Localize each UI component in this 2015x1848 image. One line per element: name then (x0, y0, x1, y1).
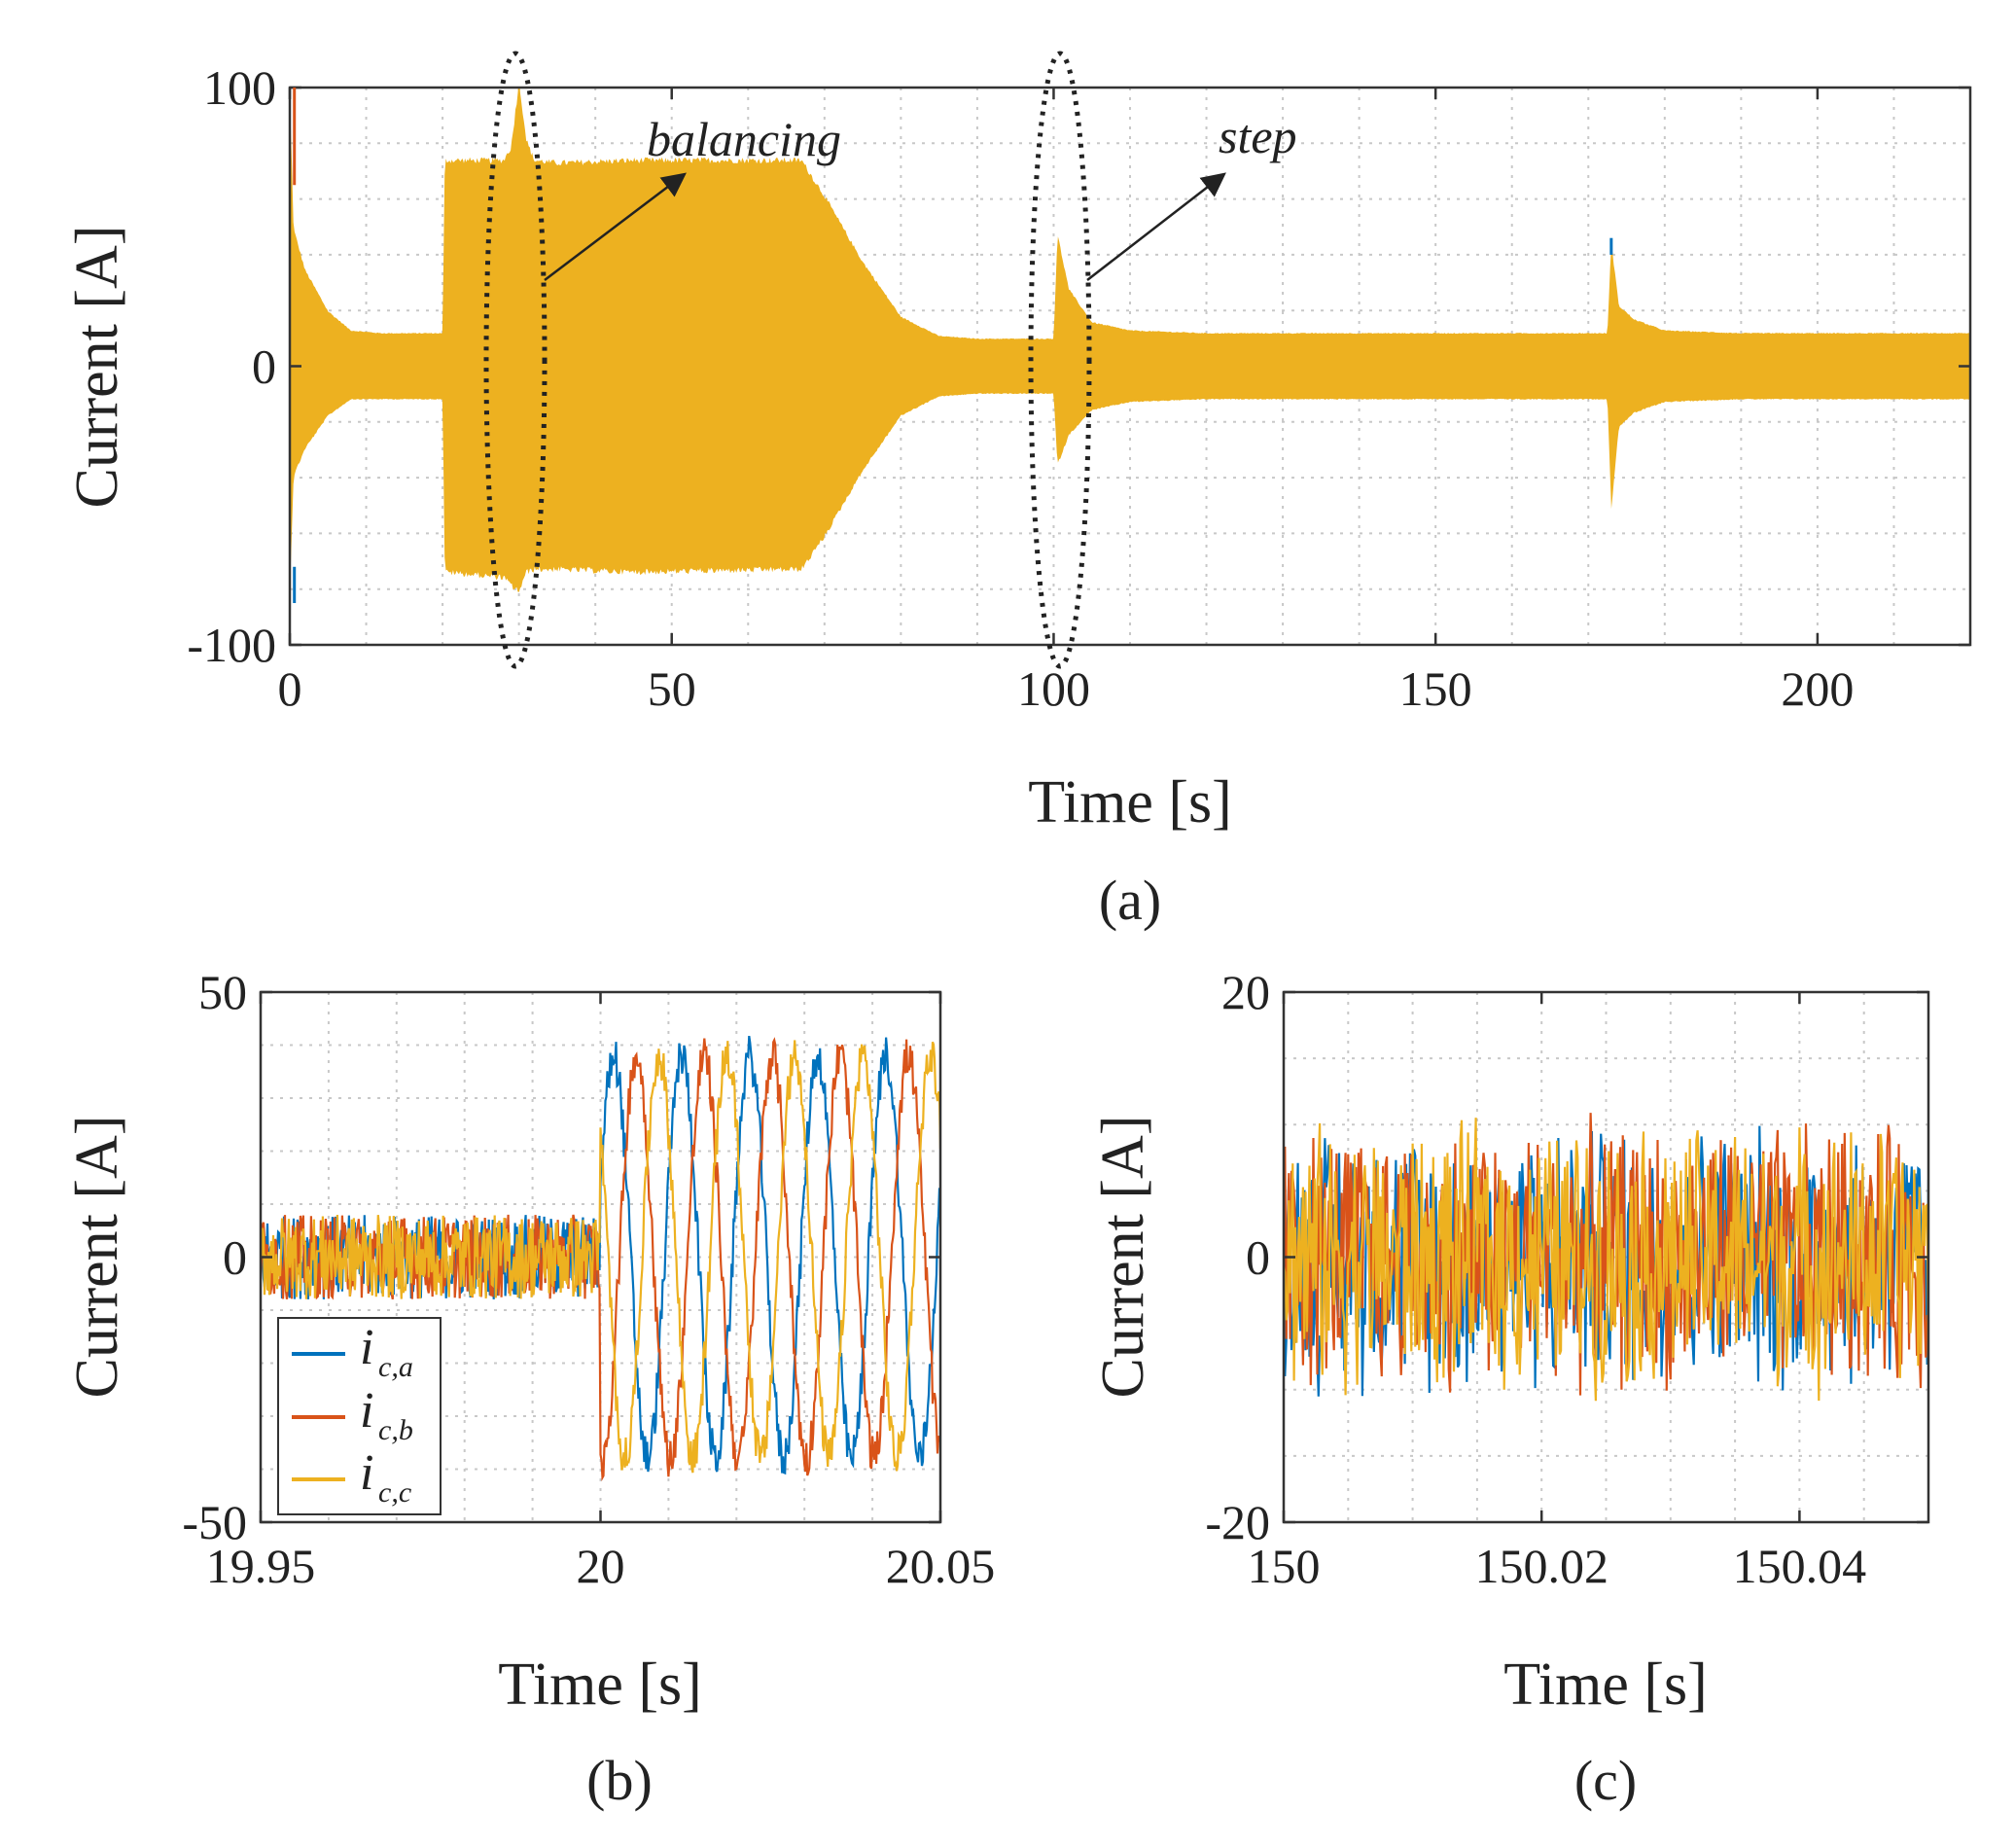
series-i-c-c-line (261, 1040, 940, 1474)
panel-a-envelope (290, 88, 1970, 592)
panel-a-xtick: 100 (1017, 661, 1090, 716)
legend: i c,a i c,b i c,c (277, 1317, 442, 1515)
series-i-c-c-line (1284, 1118, 1928, 1402)
panel-b-xtick: 20.05 (886, 1539, 996, 1593)
panel-a-xtick: 0 (278, 661, 302, 716)
legend-label-a-main: i (360, 1320, 373, 1375)
balancing-ellipse (483, 51, 548, 669)
panel-c-xtick: 150.02 (1474, 1539, 1608, 1593)
panel-b: 19.95 20 20.05 -50 0 50 Time [s] Current… (64, 965, 995, 1812)
panel-a-ticks (288, 86, 1970, 647)
panel-a-xtick: 50 (648, 661, 696, 716)
panel-a-ytick: 0 (252, 339, 276, 394)
legend-label-c-main: i (360, 1445, 373, 1501)
balancing-label: balancing (647, 112, 841, 166)
panel-b-ytick: 50 (198, 965, 247, 1019)
panel-c-ytick: 20 (1221, 965, 1270, 1019)
panel-a-xlabel: Time [s] (1028, 769, 1232, 835)
panel-b-ticks (259, 990, 942, 1524)
panel-b-xlabel: Time [s] (498, 1652, 702, 1718)
panel-c-xtick: 150 (1248, 1539, 1321, 1593)
panel-a-ytick: -100 (187, 618, 276, 672)
panel-c-ytick: 0 (1246, 1230, 1270, 1285)
panel-b-ylabel: Current [A] (64, 1116, 130, 1399)
series-i-c-b-line (261, 1037, 940, 1481)
panel-a-ytick: 100 (203, 60, 276, 115)
panel-a-caption: (a) (1099, 869, 1161, 932)
panel-a-ylabel: Current [A] (64, 226, 130, 509)
panel-a: 0 50 100 150 200 -100 0 100 Time [s] Cur… (64, 51, 1972, 932)
panel-c-ticks (1282, 990, 1928, 1524)
legend-label-b-sub: c,b (378, 1414, 413, 1446)
panel-b-ytick: 0 (223, 1230, 247, 1285)
panel-b-caption: (b) (586, 1749, 653, 1812)
panel-b-ytick: -50 (182, 1495, 247, 1549)
step-label: step (1219, 109, 1297, 163)
panel-c-caption: (c) (1574, 1749, 1637, 1812)
legend-label-c-sub: c,c (378, 1476, 411, 1509)
panel-c: 150 150.02 150.04 -20 0 20 Time [s] Curr… (1090, 965, 1930, 1812)
balancing-arrow (544, 172, 687, 281)
panel-b-xtick: 19.95 (206, 1539, 316, 1593)
legend-label-a-sub: c,a (378, 1351, 413, 1383)
panel-a-xtick: 150 (1399, 661, 1472, 716)
panel-b-xtick: 20 (577, 1539, 625, 1593)
panel-c-xlabel: Time [s] (1503, 1652, 1708, 1718)
panel-c-ytick: -20 (1205, 1495, 1270, 1549)
legend-label-b-main: i (360, 1383, 373, 1439)
step-arrow (1086, 172, 1226, 281)
panel-c-xtick: 150.04 (1733, 1539, 1867, 1593)
panel-a-xtick: 200 (1781, 661, 1854, 716)
step-ellipse (1028, 51, 1092, 669)
panel-c-ylabel: Current [A] (1090, 1116, 1156, 1399)
